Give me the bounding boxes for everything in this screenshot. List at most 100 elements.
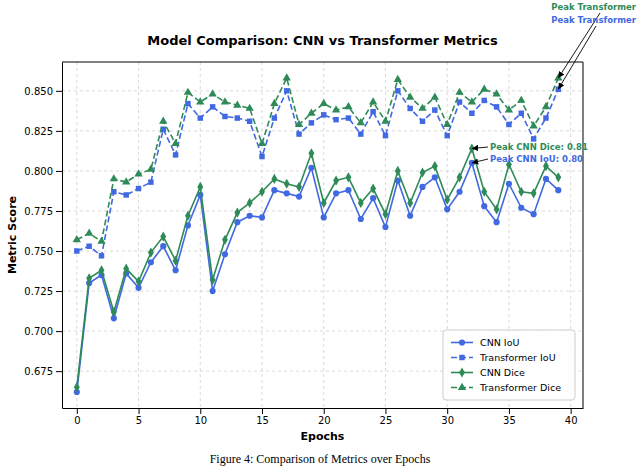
series-marker <box>332 105 340 112</box>
series-marker <box>333 190 339 196</box>
series-marker <box>99 253 104 258</box>
x-axis: 0510152025303540 <box>63 408 584 426</box>
annotation-arrow <box>472 159 488 163</box>
legend-marker <box>459 367 465 377</box>
series-marker <box>505 105 513 112</box>
legend-label: CNN IoU <box>480 337 519 348</box>
y-tick-mark <box>56 331 62 332</box>
series-marker <box>185 211 191 221</box>
series-marker <box>420 167 426 177</box>
x-tick: 35 <box>503 408 516 426</box>
y-tick-mark <box>56 91 62 92</box>
series-marker <box>73 235 81 242</box>
grid-line-x <box>200 62 201 408</box>
series-marker <box>295 120 303 127</box>
series-marker <box>136 186 141 191</box>
series-marker <box>506 181 512 187</box>
x-tick: 15 <box>256 408 269 426</box>
x-axis-line <box>63 408 584 409</box>
series-marker <box>160 232 166 242</box>
series-marker <box>531 188 537 198</box>
series-marker <box>148 259 154 265</box>
series-marker <box>321 112 326 117</box>
series-marker <box>358 198 364 208</box>
y-tick-label: 0.675 <box>24 366 53 377</box>
y-tick-mark <box>56 171 62 172</box>
series-marker <box>555 172 561 182</box>
x-tick-label: 40 <box>565 415 578 426</box>
series-marker <box>172 267 178 273</box>
x-tick-mark <box>200 408 201 414</box>
series-marker <box>383 133 388 138</box>
x-tick-label: 25 <box>380 415 393 426</box>
series-marker <box>198 115 203 120</box>
series-marker <box>271 187 277 193</box>
series-marker <box>369 97 377 104</box>
series-marker <box>259 214 265 220</box>
series-marker <box>110 174 118 181</box>
series-marker <box>136 276 142 286</box>
legend-label: Transformer IoU <box>479 352 556 363</box>
series-marker <box>370 183 376 193</box>
y-tick-label: 0.725 <box>24 286 53 297</box>
series-marker <box>74 382 80 392</box>
series-marker <box>308 165 314 171</box>
series-marker <box>233 100 241 107</box>
y-tick-label: 0.700 <box>24 326 53 337</box>
series-marker <box>344 102 352 109</box>
x-axis-title: Epochs <box>301 430 345 443</box>
x-tick: 10 <box>194 408 207 426</box>
series-marker <box>210 104 215 109</box>
series-marker <box>208 89 216 96</box>
series-marker <box>123 264 129 274</box>
series-marker <box>258 139 266 146</box>
series-marker <box>160 243 166 249</box>
series-marker <box>395 88 400 93</box>
series-marker <box>210 275 216 285</box>
y-tick-mark <box>56 131 62 132</box>
series-marker <box>406 92 414 99</box>
series-marker <box>542 102 550 109</box>
grid-line-y <box>62 291 583 292</box>
grid <box>62 62 583 408</box>
y-tick: 0.850 <box>24 86 62 97</box>
data-area <box>73 73 563 395</box>
series-marker <box>210 288 216 294</box>
grid-line-x <box>262 62 263 408</box>
series-marker <box>270 99 278 106</box>
legend-box <box>443 330 575 400</box>
annotation-arrow <box>558 26 596 89</box>
series-marker <box>494 204 500 214</box>
y-tick: 0.775 <box>24 206 62 217</box>
series-marker <box>245 104 253 111</box>
y-tick: 0.725 <box>24 286 62 297</box>
plot-background <box>62 62 583 408</box>
series-marker <box>99 265 105 275</box>
series-marker <box>346 115 351 120</box>
series-marker <box>74 248 79 253</box>
series-marker <box>358 216 364 222</box>
series-marker <box>321 198 327 208</box>
series-marker <box>444 133 449 138</box>
x-tick-label: 20 <box>318 415 331 426</box>
x-tick-label: 5 <box>136 415 142 426</box>
caption: Figure 4: Comparison of Metrics over Epo… <box>210 452 431 466</box>
series-line <box>77 163 558 392</box>
y-tick: 0.750 <box>24 246 62 257</box>
series-marker <box>543 176 549 182</box>
x-tick-mark <box>324 408 325 414</box>
annotation-text: Peak CNN IoU: 0.80 <box>490 154 583 164</box>
annotations: Peak CNN Dice: 0.81 Peak CNN IoU: 0.80 Pea… <box>472 2 637 164</box>
annotation-text: Peak CNN Dice: 0.81 <box>490 142 588 152</box>
series-marker <box>259 187 265 197</box>
series-marker <box>147 165 155 172</box>
series-marker <box>259 154 264 159</box>
series-marker <box>272 115 277 120</box>
grid-line-y <box>62 90 583 91</box>
x-tick: 40 <box>565 408 578 426</box>
series-marker <box>345 172 351 182</box>
series-marker <box>333 117 338 122</box>
series-marker <box>420 119 425 124</box>
series-marker <box>543 115 548 120</box>
annotation-text: Peak Transformer <box>551 2 637 12</box>
